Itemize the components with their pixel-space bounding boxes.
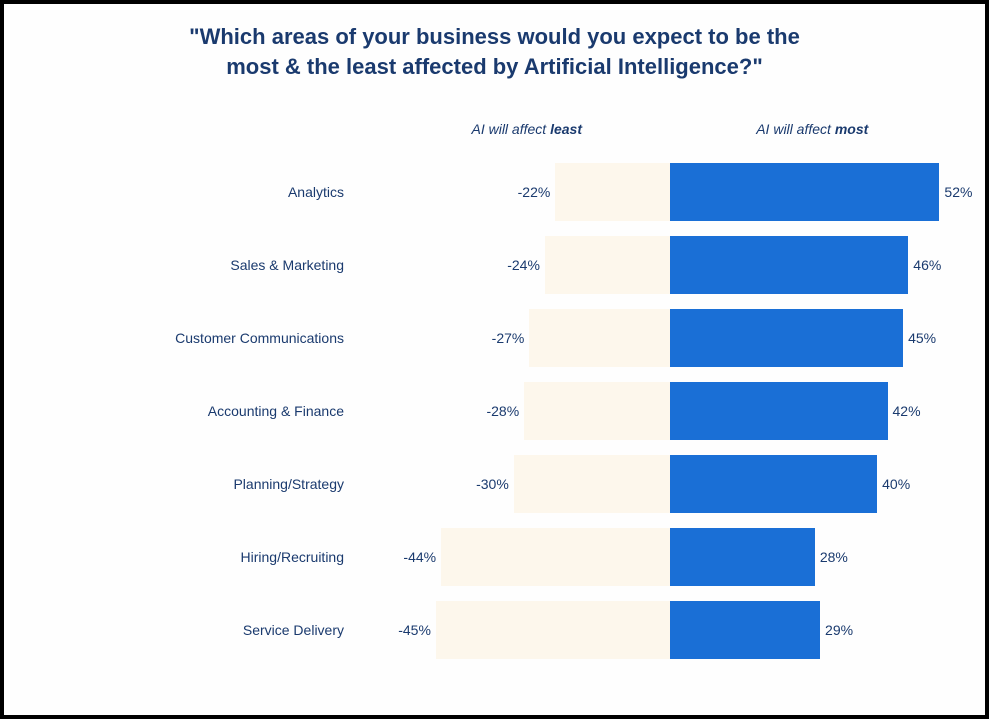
value-most: 40% <box>882 476 927 492</box>
category-label: Service Delivery <box>34 622 384 638</box>
value-least: -27% <box>479 330 524 346</box>
bar-most: 40% <box>670 455 878 513</box>
value-least: -30% <box>464 476 509 492</box>
pos-side: 29% <box>670 601 956 659</box>
value-most: 28% <box>820 549 865 565</box>
bar-group: -24%46% <box>384 236 955 294</box>
neg-side: -45% <box>384 601 670 659</box>
chart-row: Accounting & Finance-28%42% <box>34 378 955 443</box>
header-least-prefix: AI will affect <box>471 121 550 137</box>
category-label: Sales & Marketing <box>34 257 384 273</box>
neg-side: -28% <box>384 382 670 440</box>
pos-side: 42% <box>670 382 956 440</box>
column-headers: AI will affect least AI will affect most <box>34 121 955 137</box>
pos-side: 45% <box>670 309 956 367</box>
pos-side: 28% <box>670 528 956 586</box>
value-most: 42% <box>893 403 938 419</box>
pos-side: 46% <box>670 236 956 294</box>
header-least-bold: least <box>550 121 582 137</box>
neg-side: -22% <box>384 163 670 221</box>
bar-most: 29% <box>670 601 821 659</box>
bar-group: -30%40% <box>384 455 955 513</box>
value-least: -24% <box>495 257 540 273</box>
bar-most: 52% <box>670 163 940 221</box>
chart-row: Customer Communications-27%45% <box>34 305 955 370</box>
chart-row: Planning/Strategy-30%40% <box>34 451 955 516</box>
neg-side: -44% <box>384 528 670 586</box>
value-most: 52% <box>944 184 989 200</box>
chart-container: "Which areas of your business would you … <box>0 0 989 719</box>
category-label: Customer Communications <box>34 330 384 346</box>
value-least: -22% <box>505 184 550 200</box>
bar-least: -22% <box>555 163 669 221</box>
pos-side: 52% <box>670 163 956 221</box>
bar-least: -24% <box>545 236 670 294</box>
chart-title: "Which areas of your business would you … <box>34 22 955 81</box>
header-spacer <box>34 121 384 137</box>
title-line-1: "Which areas of your business would you … <box>189 24 800 49</box>
bar-group: -28%42% <box>384 382 955 440</box>
value-most: 45% <box>908 330 953 346</box>
category-label: Hiring/Recruiting <box>34 549 384 565</box>
header-most: AI will affect most <box>670 121 956 137</box>
neg-side: -27% <box>384 309 670 367</box>
category-label: Planning/Strategy <box>34 476 384 492</box>
header-most-bold: most <box>835 121 868 137</box>
bar-most: 28% <box>670 528 815 586</box>
value-least: -45% <box>386 622 431 638</box>
bar-group: -27%45% <box>384 309 955 367</box>
bar-most: 42% <box>670 382 888 440</box>
category-label: Accounting & Finance <box>34 403 384 419</box>
bar-group: -22%52% <box>384 163 955 221</box>
value-most: 29% <box>825 622 870 638</box>
chart-row: Sales & Marketing-24%46% <box>34 232 955 297</box>
header-least: AI will affect least <box>384 121 670 137</box>
value-most: 46% <box>913 257 958 273</box>
bar-least: -44% <box>441 528 669 586</box>
chart-row: Analytics-22%52% <box>34 159 955 224</box>
chart-body: Analytics-22%52%Sales & Marketing-24%46%… <box>34 159 955 662</box>
pos-side: 40% <box>670 455 956 513</box>
chart-row: Service Delivery-45%29% <box>34 597 955 662</box>
title-line-2: most & the least affected by Artificial … <box>226 54 763 79</box>
neg-side: -24% <box>384 236 670 294</box>
header-most-prefix: AI will affect <box>756 121 835 137</box>
bar-most: 46% <box>670 236 909 294</box>
category-label: Analytics <box>34 184 384 200</box>
bar-least: -28% <box>524 382 669 440</box>
bar-most: 45% <box>670 309 904 367</box>
bar-group: -44%28% <box>384 528 955 586</box>
value-least: -28% <box>474 403 519 419</box>
bar-least: -30% <box>514 455 670 513</box>
bar-least: -45% <box>436 601 670 659</box>
bar-group: -45%29% <box>384 601 955 659</box>
value-least: -44% <box>391 549 436 565</box>
bar-least: -27% <box>529 309 669 367</box>
chart-row: Hiring/Recruiting-44%28% <box>34 524 955 589</box>
neg-side: -30% <box>384 455 670 513</box>
